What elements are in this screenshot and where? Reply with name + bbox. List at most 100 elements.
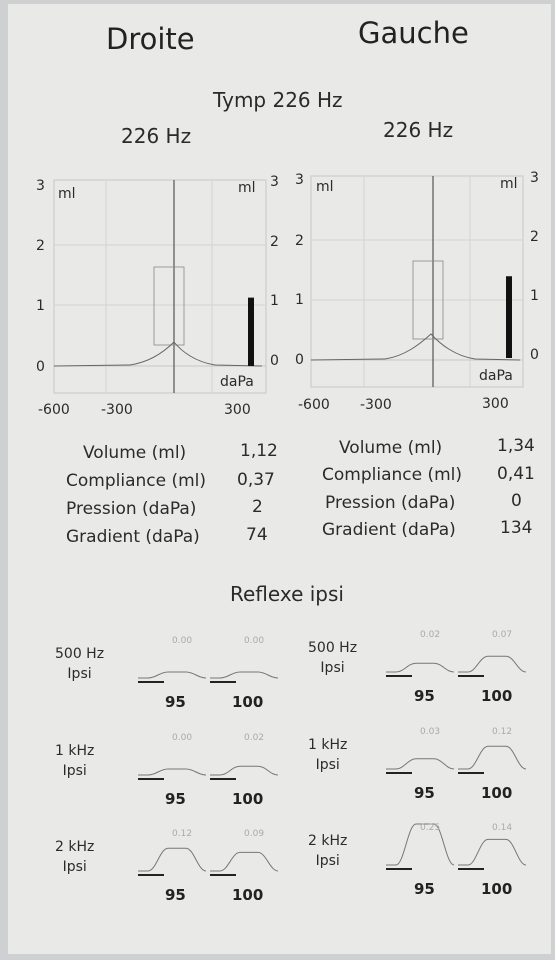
reflex-level: 95: [414, 687, 435, 705]
y2-tick: 1: [530, 288, 539, 304]
y2-tick: 2: [530, 229, 539, 245]
x-unit-label: daPa: [220, 374, 254, 390]
reflex-amplitude: 0.09: [244, 829, 265, 839]
reflex-level: 95: [165, 790, 186, 808]
right-plot-frame: [53, 179, 267, 394]
result-value: 0,37: [237, 470, 275, 490]
reflex-label: 1 kHz Ipsi: [55, 741, 94, 781]
reflex-trace-panel: [386, 745, 527, 774]
result-label: Compliance (ml): [66, 471, 207, 491]
x-tick: -600: [38, 402, 70, 418]
result-label: Volume (ml): [339, 438, 443, 458]
y-tick: 2: [36, 238, 45, 254]
reflex-trace-panel: [138, 847, 279, 876]
tymp-title: Tymp 226 Hz: [213, 88, 343, 112]
reflex-level: 100: [232, 790, 264, 808]
reflex-mode: Ipsi: [62, 859, 87, 875]
x-tick: -600: [298, 397, 330, 413]
y-tick: 1: [295, 292, 304, 308]
reflex-trace: [210, 765, 279, 776]
result-label: Gradient (daPa): [66, 527, 200, 547]
reflex-trace: [138, 847, 207, 872]
reflex-freq: 2 kHz: [55, 839, 95, 855]
y2-unit-label: ml: [500, 176, 518, 192]
reflex-amplitude: 0.02: [420, 630, 441, 640]
y-tick: 0: [295, 352, 304, 368]
reflex-trace: [210, 671, 279, 679]
y2-unit-label: ml: [238, 180, 256, 196]
reflex-amplitude: 0.00: [172, 636, 193, 646]
reflex-mode: Ipsi: [315, 853, 340, 869]
y2-tick: 0: [270, 353, 279, 369]
result-value: 0,41: [497, 464, 535, 484]
result-value: 2: [252, 497, 263, 517]
reflex-level: 95: [414, 784, 435, 802]
result-value: 0: [511, 491, 522, 511]
printout-sheet: [8, 4, 551, 954]
right-tymp-freq: 226 Hz: [121, 124, 192, 148]
normal-range-box: [412, 260, 444, 340]
result-value: 74: [246, 525, 268, 545]
reflex-trace: [138, 671, 207, 679]
result-value: 1,34: [497, 436, 535, 456]
reflex-trace-panel: [386, 823, 527, 870]
x-tick: 300: [482, 396, 509, 412]
reflex-trace: [458, 745, 527, 770]
reflex-amplitude: 0.07: [492, 630, 513, 640]
reflex-level: 100: [481, 784, 513, 802]
result-label: Pression (daPa): [325, 493, 456, 513]
reflex-freq: 1 kHz: [308, 737, 348, 753]
result-label: Compliance (ml): [322, 465, 463, 485]
reflex-mode: Ipsi: [315, 757, 340, 773]
reflex-trace: [458, 655, 527, 673]
result-label: Gradient (daPa): [322, 520, 456, 540]
reflex-freq: 500 Hz: [55, 646, 105, 662]
reflex-mode: Ipsi: [62, 763, 87, 779]
reflex-amplitude: 0.00: [244, 636, 265, 646]
reflex-label: 500 Hz Ipsi: [308, 638, 357, 678]
x-tick: -300: [360, 397, 392, 413]
reflex-level: 95: [165, 693, 186, 711]
reflex-freq: 1 kHz: [55, 743, 95, 759]
y-tick: 3: [36, 178, 45, 194]
left-tymp-freq: 226 Hz: [383, 118, 454, 142]
reflex-trace: [386, 662, 455, 673]
right-tymp-curve: [53, 341, 263, 367]
reflex-label: 2 kHz Ipsi: [308, 831, 347, 871]
reflex-amplitude: 0.12: [172, 829, 193, 839]
y-unit-label: ml: [316, 179, 334, 195]
reflex-amplitude: 0.14: [492, 823, 513, 833]
result-value: 1,12: [240, 441, 278, 461]
reflex-trace: [458, 838, 527, 866]
reflex-level: 100: [232, 886, 264, 904]
reflex-mode: Ipsi: [320, 660, 345, 676]
y-tick: 3: [295, 172, 304, 188]
reflex-freq: 500 Hz: [308, 640, 358, 656]
reflex-trace-panel: [138, 765, 279, 780]
x-tick: 300: [224, 402, 251, 418]
reflex-freq: 2 kHz: [308, 833, 348, 849]
y2-tick: 0: [530, 347, 539, 363]
reflex-mode: Ipsi: [67, 666, 92, 682]
reflex-amplitude: 0.25: [420, 823, 441, 833]
reflex-level: 95: [165, 886, 186, 904]
reflex-trace: [386, 823, 455, 866]
y2-tick: 3: [270, 174, 279, 190]
result-label: Pression (daPa): [66, 499, 197, 519]
reflex-level: 100: [481, 880, 513, 898]
normal-range-box: [153, 266, 185, 346]
result-label: Volume (ml): [83, 443, 187, 463]
reflex-trace: [138, 768, 207, 776]
reflex-trace-panel: [138, 671, 279, 683]
left-plot-frame: [310, 175, 524, 388]
reflex-label: 1 kHz Ipsi: [308, 735, 347, 775]
x-tick: -300: [101, 402, 133, 418]
result-value: 134: [500, 518, 533, 538]
x-unit-label: daPa: [479, 368, 513, 384]
reflex-amplitude: 0.12: [492, 727, 513, 737]
reflex-amplitude: 0.03: [420, 727, 441, 737]
reflex-label: 500 Hz Ipsi: [55, 644, 104, 684]
reflex-amplitude: 0.00: [172, 733, 193, 743]
